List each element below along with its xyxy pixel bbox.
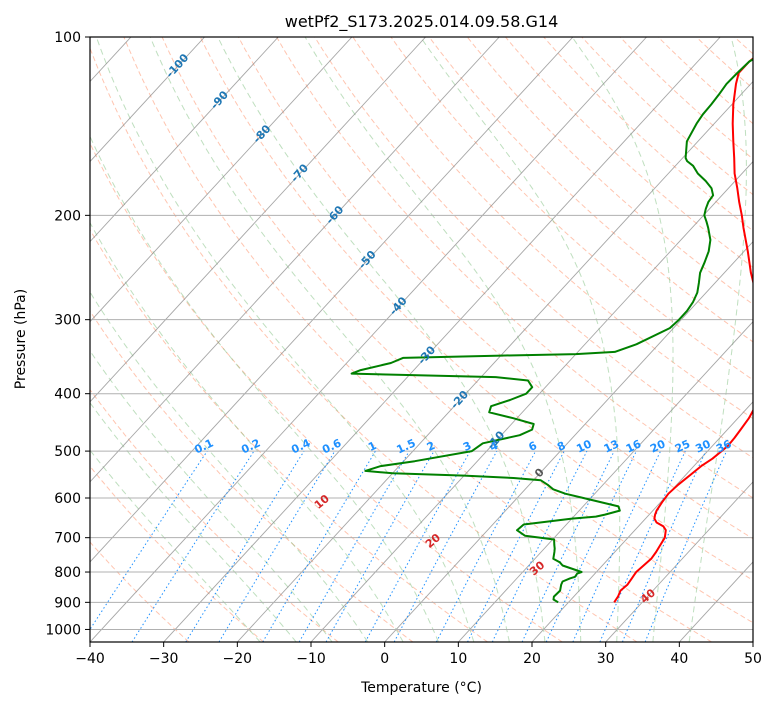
y-tick-label: 800 [54, 565, 81, 581]
y-tick-label: 300 [54, 313, 81, 329]
mixing-ratio-label: 10 [574, 437, 594, 455]
x-axis-label: Temperature (°C) [360, 680, 482, 696]
x-tick-label: 30 [597, 651, 615, 667]
x-tick-label: 20 [523, 651, 541, 667]
isotherm-line [90, 37, 205, 163]
y-tick-label: 100 [54, 30, 81, 46]
moist-adiabat-line [149, 37, 510, 642]
mixing-ratio-label: 36 [714, 437, 734, 455]
dry-adiabat-line [199, 37, 753, 581]
background-lines [90, 37, 753, 642]
isotherm-line [90, 37, 353, 323]
moist-adiabat-line [571, 37, 674, 642]
mixing-ratio-line [185, 450, 305, 642]
y-tick-label: 400 [54, 387, 81, 403]
mixing-ratio-line [644, 450, 727, 642]
chart-title: wetPf2_S173.2025.014.09.58.G14 [285, 12, 559, 32]
y-tick-label: 900 [54, 595, 81, 611]
x-tick-label: −10 [296, 651, 326, 667]
x-tick-label: 40 [670, 651, 688, 667]
moist-adiabat-line [420, 37, 621, 642]
isotherm-line [384, 240, 753, 642]
temperature-profile [613, 57, 753, 603]
dry-adiabat-line [123, 37, 712, 642]
dry-adiabat-line [90, 142, 563, 642]
x-tick-label: −40 [75, 651, 105, 667]
moist-adiabat-line [90, 221, 404, 642]
dry-adiabat-line [237, 37, 753, 540]
pressure-gridlines [90, 37, 753, 630]
mixing-ratio-line [90, 450, 208, 631]
dry-adiabat-line [90, 46, 638, 642]
mixing-ratio-label: 13 [602, 437, 621, 455]
mixing-ratio-label: 20 [648, 437, 668, 455]
y-tick-label: 600 [54, 491, 81, 507]
y-axis-label: Pressure (hPa) [13, 289, 29, 389]
mixing-ratio-label: 25 [673, 437, 692, 455]
sounding-profiles [350, 57, 753, 604]
mixing-ratio-line [131, 450, 255, 642]
x-axis-ticks: −40 −30 −20 −10 0 10 20 30 40 50 [75, 642, 762, 667]
moist-adiabat-line [90, 402, 297, 642]
x-tick-label: −20 [223, 651, 253, 667]
isotherm-line [531, 401, 753, 642]
dry-adiabat-line [161, 37, 753, 624]
y-tick-label: 700 [54, 531, 81, 547]
isotherm-line [90, 37, 647, 642]
dry-adiabat-line [466, 37, 753, 305]
isotherm-line [90, 37, 279, 243]
dry-adiabat-line [390, 37, 753, 381]
plot-frame [89, 36, 754, 643]
dry-adiabat-line [90, 310, 414, 642]
dewpoint-profile [350, 58, 753, 604]
moist-adiabat-line [90, 291, 369, 642]
isotherm-line [605, 481, 753, 642]
isotherm-line [458, 321, 753, 642]
isotherm-line [237, 80, 753, 642]
dry-adiabat-line [352, 37, 753, 420]
y-tick-label: 1000 [45, 622, 81, 638]
moist-adiabat-line [217, 37, 546, 642]
y-tick-label: 200 [54, 208, 81, 224]
isotherm-line [90, 37, 426, 403]
moist-adiabat-line [95, 37, 475, 642]
x-tick-label: 10 [449, 651, 467, 667]
y-axis-ticks: 100 200 300 400 500 600 700 800 900 1000 [45, 30, 90, 638]
mixing-ratio-lines [90, 450, 727, 642]
moist-adiabat-line [90, 135, 439, 642]
mixing-ratio-label: 16 [624, 437, 644, 455]
x-tick-label: −30 [149, 651, 179, 667]
mixing-ratio-line [364, 450, 471, 642]
isotherm-line [163, 37, 721, 642]
mixing-ratio-line [393, 450, 498, 642]
isotherm-line [310, 160, 753, 642]
y-tick-label: 500 [54, 444, 81, 460]
mixing-ratio-line [325, 450, 435, 642]
isotherm-line [90, 37, 574, 563]
x-tick-label: 50 [744, 651, 762, 667]
mixing-ratio-line [218, 450, 336, 642]
dry-adiabat-line [90, 465, 264, 642]
dry-adiabat-line [276, 37, 753, 499]
mixing-ratio-line [599, 450, 686, 642]
mixing-ratio-label: 30 [693, 437, 713, 455]
x-tick-label: 0 [380, 651, 389, 667]
isotherm-line [90, 37, 500, 483]
mixing-ratio-line [621, 450, 707, 642]
mixing-ratio-line [467, 450, 565, 642]
moist-adiabat-line [90, 350, 333, 642]
moist-adiabat-line [688, 37, 747, 642]
